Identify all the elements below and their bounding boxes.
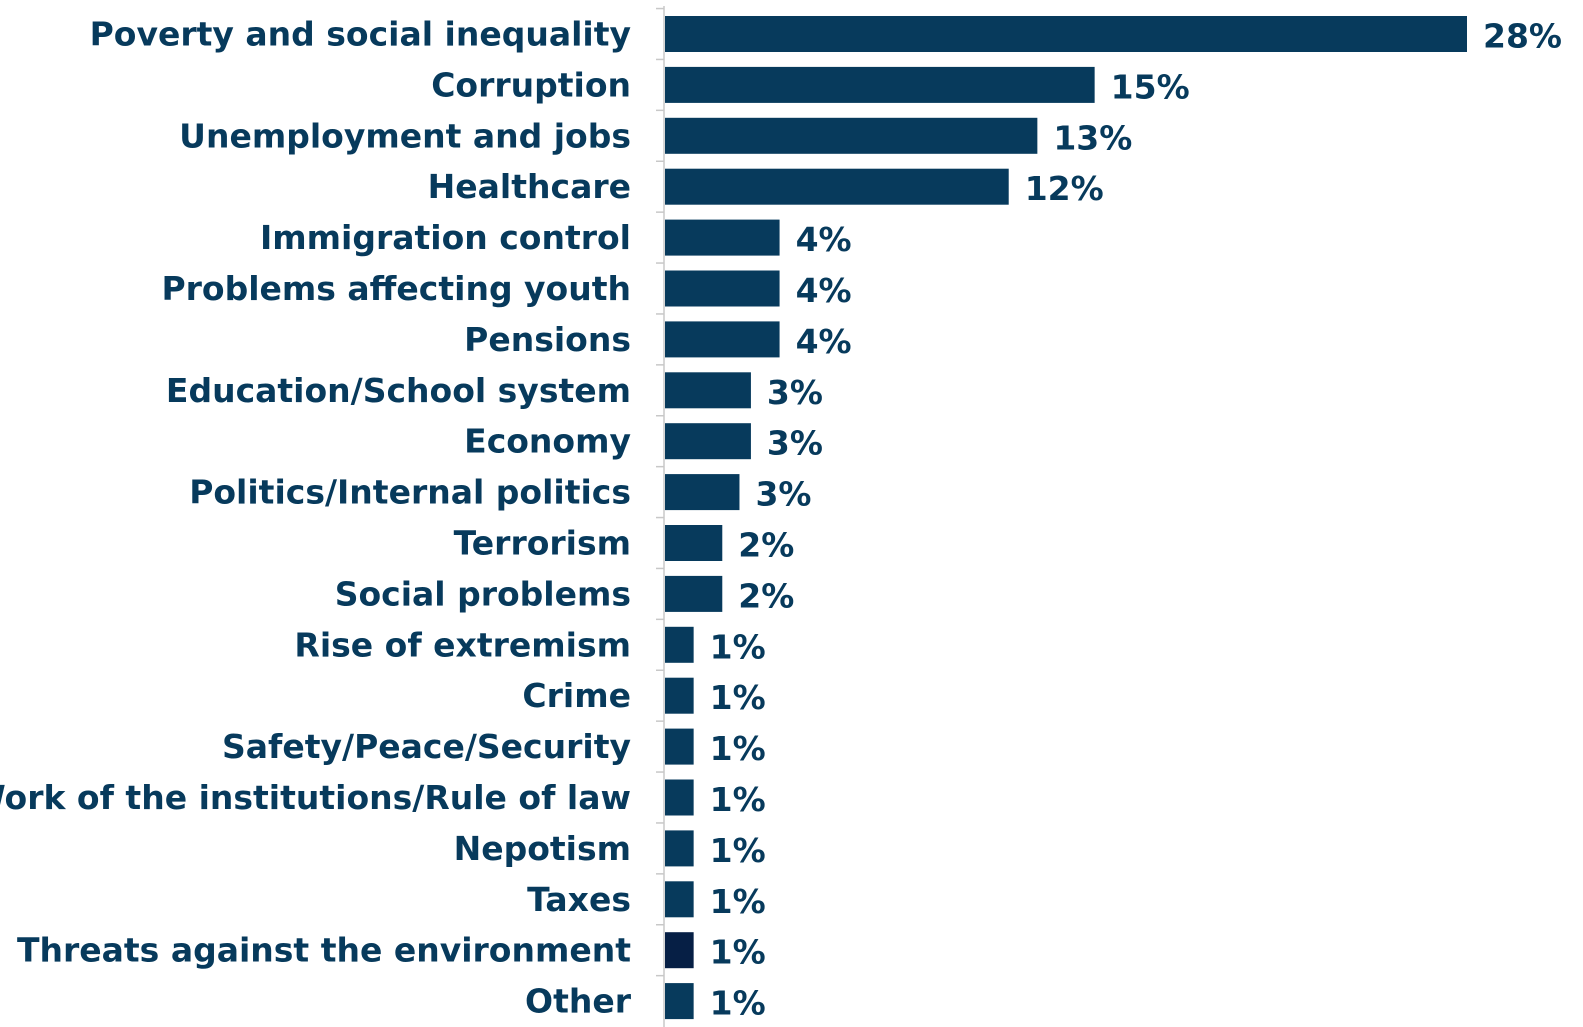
value-label: 1% xyxy=(710,984,766,1023)
value-label: 4% xyxy=(796,271,852,310)
value-label: 15% xyxy=(1111,67,1190,106)
value-label: 3% xyxy=(767,373,823,412)
value-label: 3% xyxy=(767,424,823,463)
category-label: Other xyxy=(525,982,632,1021)
category-label: Poverty and social inequality xyxy=(90,15,631,54)
y-axis xyxy=(656,6,665,1027)
category-labels: Poverty and social inequality Corruption U… xyxy=(0,15,632,1021)
bar xyxy=(665,168,1009,205)
category-label: Terrorism xyxy=(454,524,631,563)
bar xyxy=(665,117,1038,154)
value-label: 4% xyxy=(796,220,852,259)
category-label: Work of the institutions/Rule of law xyxy=(0,778,631,817)
bar xyxy=(665,626,694,663)
category-label: Rise of extremism xyxy=(294,625,631,664)
value-label: 1% xyxy=(710,882,766,921)
bar xyxy=(665,779,694,816)
category-label: Healthcare xyxy=(428,167,631,206)
category-label: Education/School system xyxy=(166,371,631,410)
category-label: Politics/Internal politics xyxy=(189,473,631,512)
value-label: 2% xyxy=(738,526,794,565)
bar xyxy=(665,66,1095,103)
category-label: Safety/Peace/Security xyxy=(222,727,631,766)
bars-group xyxy=(665,16,1467,1020)
bar xyxy=(665,525,723,561)
category-label: Economy xyxy=(464,422,631,461)
category-label: Social problems xyxy=(335,574,631,613)
bar xyxy=(665,677,694,714)
category-label: Pensions xyxy=(464,320,631,359)
value-labels: 28% 15% 13% 12% 4% 4% 4% 3% 3% 3% 2% 2% 1% 1% 1% 1% 1% 1%… xyxy=(710,17,1562,1023)
category-label: Taxes xyxy=(527,880,631,919)
bar xyxy=(665,983,694,1020)
value-label: 1% xyxy=(710,678,766,717)
bar xyxy=(665,219,780,256)
value-label: 28% xyxy=(1483,17,1562,56)
bar xyxy=(665,728,694,765)
bar xyxy=(665,575,723,612)
bar xyxy=(665,372,751,409)
value-label: 3% xyxy=(755,475,811,514)
category-label: Nepotism xyxy=(454,829,631,868)
value-label: 13% xyxy=(1053,118,1132,157)
value-label: 2% xyxy=(738,576,794,615)
category-label: Unemployment and jobs xyxy=(179,116,631,155)
category-label: Immigration control xyxy=(260,218,631,257)
bar xyxy=(665,321,780,358)
bar xyxy=(665,16,1467,52)
value-label: 1% xyxy=(710,780,766,819)
bar xyxy=(665,474,740,511)
category-label: Corruption xyxy=(431,65,631,104)
bar xyxy=(665,932,694,969)
value-label: 12% xyxy=(1025,169,1104,208)
category-label: Problems affecting youth xyxy=(161,269,631,308)
value-label: 4% xyxy=(796,322,852,361)
value-label: 1% xyxy=(710,831,766,870)
value-label: 1% xyxy=(710,729,766,768)
category-label: Threats against the environment xyxy=(17,931,631,970)
bar xyxy=(665,423,751,460)
bar xyxy=(665,881,694,918)
category-label: Crime xyxy=(522,676,631,715)
value-label: 1% xyxy=(710,627,766,666)
value-label: 1% xyxy=(710,933,766,972)
bar xyxy=(665,830,694,867)
bar xyxy=(665,270,780,307)
